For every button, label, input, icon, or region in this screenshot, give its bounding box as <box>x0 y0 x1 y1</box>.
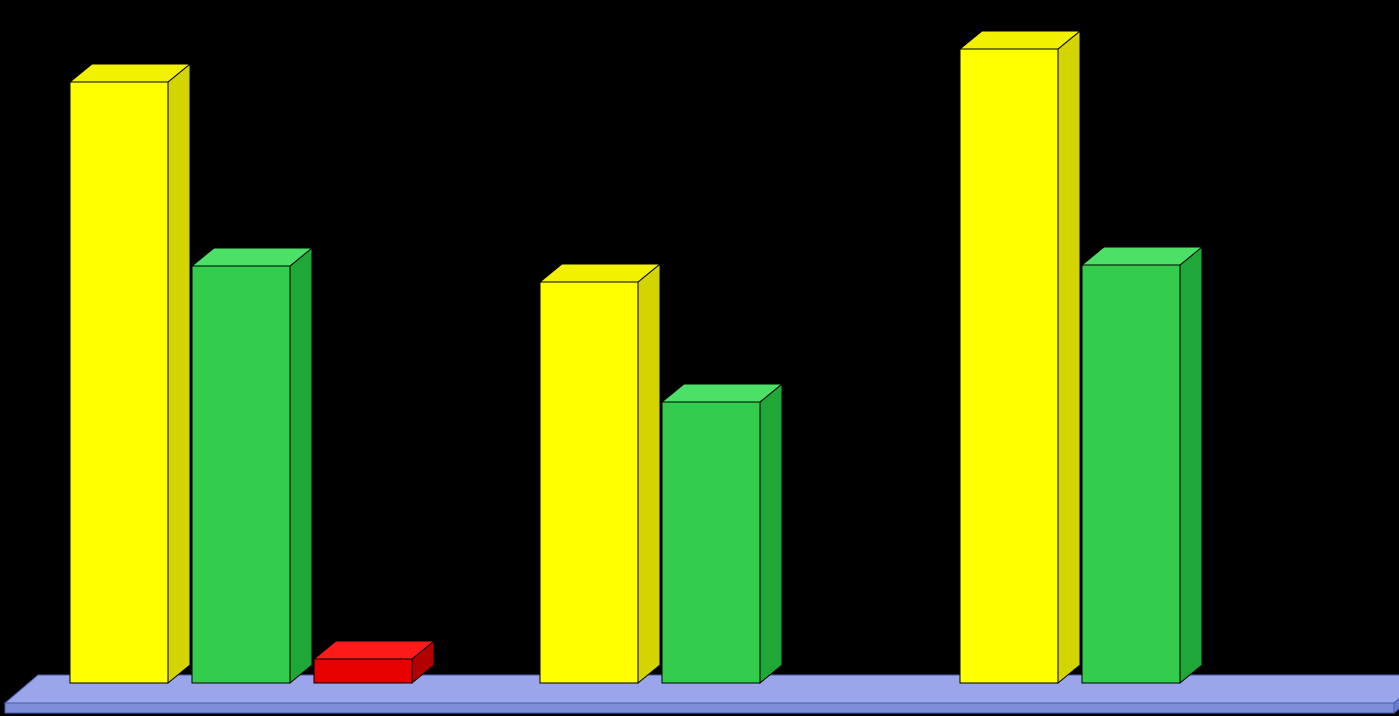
g2-bar-2-front <box>662 402 760 683</box>
g1-bar-2-side <box>290 248 312 683</box>
bar-chart-3d <box>0 0 1399 716</box>
g1-bar-1-front <box>70 82 168 683</box>
g2-bar-1-front <box>540 282 638 683</box>
g1-bar-1-side <box>168 64 190 683</box>
g1-bar-3-front <box>314 659 412 683</box>
g2-bar-1-top <box>540 264 660 282</box>
g3-bar-2-top <box>1082 247 1202 265</box>
g1-bar-1-top <box>70 64 190 82</box>
g2-bar-2-top <box>662 384 782 402</box>
g3-bar-2-side <box>1180 247 1202 683</box>
chart-canvas <box>0 0 1399 716</box>
g2-bar-2-side <box>760 384 782 683</box>
g3-bar-1-top <box>960 31 1080 49</box>
g3-bar-1-side <box>1058 31 1080 683</box>
g2-bar-1-side <box>638 264 660 683</box>
g1-bar-2-front <box>192 266 290 683</box>
g3-bar-2-front <box>1082 265 1180 683</box>
floor-front <box>5 703 1394 713</box>
g3-bar-1-front <box>960 49 1058 683</box>
g1-bar-3-top <box>314 641 434 659</box>
g1-bar-2-top <box>192 248 312 266</box>
